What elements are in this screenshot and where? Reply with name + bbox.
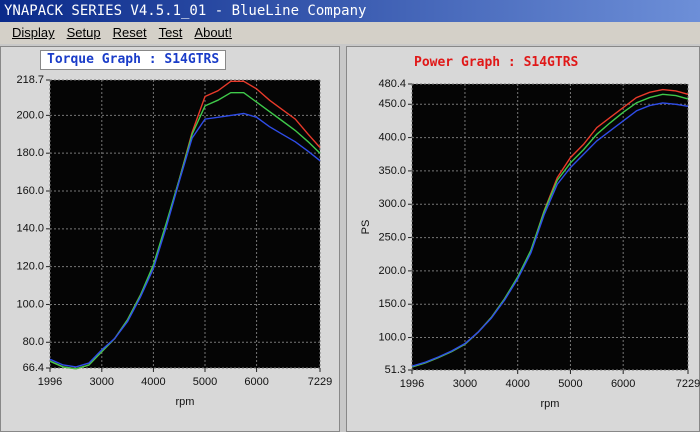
x-tick-label: 1996 — [400, 378, 424, 390]
y-tick-label: 51.3 — [385, 364, 406, 376]
y-tick-label: 140.0 — [16, 223, 44, 235]
x-tick-label: 1996 — [38, 376, 62, 388]
y-tick-label: 100.0 — [16, 298, 44, 310]
plot-area — [50, 80, 320, 368]
x-tick-label: 5000 — [193, 376, 217, 388]
series-line — [49, 112, 321, 368]
x-tick-label: 6000 — [244, 376, 268, 388]
y-tick-label: 80.0 — [23, 336, 44, 348]
y-tick-label: 100.0 — [378, 331, 406, 343]
y-tick-label: 450.0 — [378, 98, 406, 110]
y-axis-label: PS — [360, 220, 372, 235]
y-tick-label: 200.0 — [378, 265, 406, 277]
menu-item[interactable]: About! — [194, 25, 233, 40]
x-axis-label: rpm — [541, 398, 560, 410]
x-tick-label: 5000 — [558, 378, 582, 390]
y-tick-label: 160.0 — [16, 185, 44, 197]
series-line — [49, 92, 321, 370]
x-tick-label: 3000 — [453, 378, 477, 390]
menu-item[interactable]: Test — [158, 25, 183, 40]
y-tick-label: 300.0 — [378, 198, 406, 210]
series-line — [411, 102, 689, 367]
menu-item[interactable]: Display — [12, 25, 55, 40]
window-title: YNAPACK SERIES V4.5.1_01 - BlueLine Comp… — [0, 0, 700, 22]
chart-title: Torque Graph : S14GTRS — [40, 50, 227, 70]
menu-item[interactable]: Setup — [66, 25, 101, 40]
y-tick-label: 120.0 — [16, 261, 44, 273]
menu-bar: Display Setup Reset Test About! — [0, 22, 700, 44]
x-tick-label: 6000 — [611, 378, 635, 390]
x-tick-label: 7229 — [308, 376, 332, 388]
plot-area — [412, 84, 688, 370]
x-tick-label: 4000 — [141, 376, 165, 388]
y-tick-label: 250.0 — [378, 231, 406, 243]
y-tick-label: 218.7 — [16, 74, 44, 86]
chart-title: Power Graph : S14GTRS — [408, 54, 585, 72]
x-tick-label: 3000 — [90, 376, 114, 388]
y-tick-label: 350.0 — [378, 165, 406, 177]
y-tick-label: 180.0 — [16, 147, 44, 159]
menu-item[interactable]: Reset — [112, 25, 147, 40]
y-tick-label: 400.0 — [378, 131, 406, 143]
y-tick-label: 200.0 — [16, 109, 44, 121]
y-tick-label: 480.4 — [378, 78, 406, 90]
x-tick-label: 4000 — [505, 378, 529, 390]
y-tick-label: 150.0 — [378, 298, 406, 310]
x-tick-label: 7229 — [676, 378, 700, 390]
x-axis-label: rpm — [176, 396, 195, 408]
y-tick-label: 66.4 — [23, 362, 44, 374]
